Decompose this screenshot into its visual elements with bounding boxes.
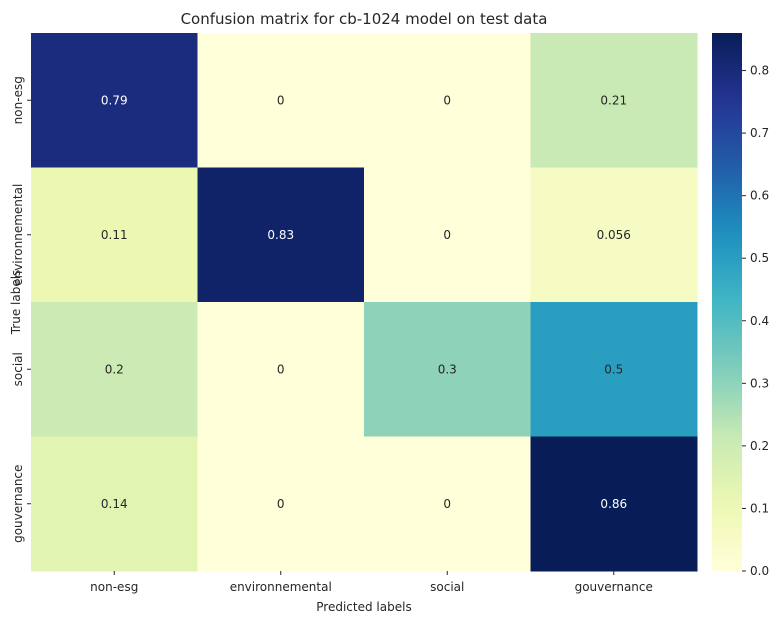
heatmap-cell [197,436,365,572]
cell-value-label: 0.14 [101,497,128,511]
heatmap-cell [364,167,531,303]
heatmap-cell [364,302,531,437]
y-tick-label: environnemental [11,184,25,286]
heatmap-cell [197,33,365,168]
cell-value-label: 0 [277,497,285,511]
cell-value-label: 0.79 [101,93,128,107]
heatmap-cell [364,33,531,168]
cell-value-label: 0.21 [600,93,627,107]
colorbar-tick-label: 0.1 [750,501,769,515]
cell-value-label: 0.2 [105,362,124,376]
y-axis-ticks: non-esg environnemental social gouvernance [11,76,31,543]
colorbar-tick-label: 0.5 [750,251,769,265]
heatmap-cell [364,436,531,572]
heatmap-cell [31,167,198,303]
heatmap-cell [31,33,198,168]
cell-value-label: 0.83 [267,228,294,242]
colorbar-tick-label: 0.2 [750,439,769,453]
y-tick-label: gouvernance [11,465,25,543]
heatmap-cells [31,33,698,572]
colorbar-tick-label: 0.8 [750,64,769,78]
y-tick-label: non-esg [11,76,25,124]
x-axis-label: Predicted labels [316,600,411,614]
heatmap-cell [530,33,698,168]
x-tick-label: non-esg [90,580,138,594]
cell-value-label: 0.3 [438,362,457,376]
heatmap-cell [530,436,698,572]
cell-value-label: 0 [277,362,285,376]
y-tick-label: social [11,352,25,386]
colorbar-tick-label: 0.3 [750,376,769,390]
colorbar-tick-label: 0.7 [750,126,769,140]
x-axis-ticks: non-esg environnemental social gouvernance [90,571,653,594]
heatmap-cell [31,436,198,572]
cell-value-label: 0.5 [604,362,623,376]
x-tick-label: environnemental [230,580,332,594]
colorbar-tick-label: 0.4 [750,314,769,328]
heatmap-cell [530,302,698,437]
chart-title: Confusion matrix for cb-1024 model on te… [181,10,548,28]
cell-value-label: 0.86 [600,497,627,511]
cell-value-label: 0.11 [101,228,128,242]
x-tick-label: social [430,580,464,594]
heatmap-cell [530,167,698,303]
colorbar-tick-label: 0.6 [750,189,769,203]
heatmap-cell [197,167,365,303]
cell-value-label: 0 [443,497,451,511]
x-tick-label: gouvernance [575,580,653,594]
cell-value-label: 0 [443,228,451,242]
cell-value-label: 0.056 [597,228,631,242]
cell-value-label: 0 [277,93,285,107]
heatmap-cell-labels: 0.79 0 0 0.21 0.11 0.83 0 0.056 0.2 0 0.3 0.5 0.14 0 0… [101,93,631,511]
colorbar-ticks: 0.0 0.1 0.2 0.3 0.4 0.5 0.6 0.7 0.8 [742,64,769,578]
colorbar-tick-label: 0.0 [750,564,769,578]
colorbar [712,33,742,571]
heatmap-cell [31,302,198,437]
cell-value-label: 0 [443,93,451,107]
heatmap-cell [197,302,365,437]
y-axis-label: True labels [9,270,23,336]
